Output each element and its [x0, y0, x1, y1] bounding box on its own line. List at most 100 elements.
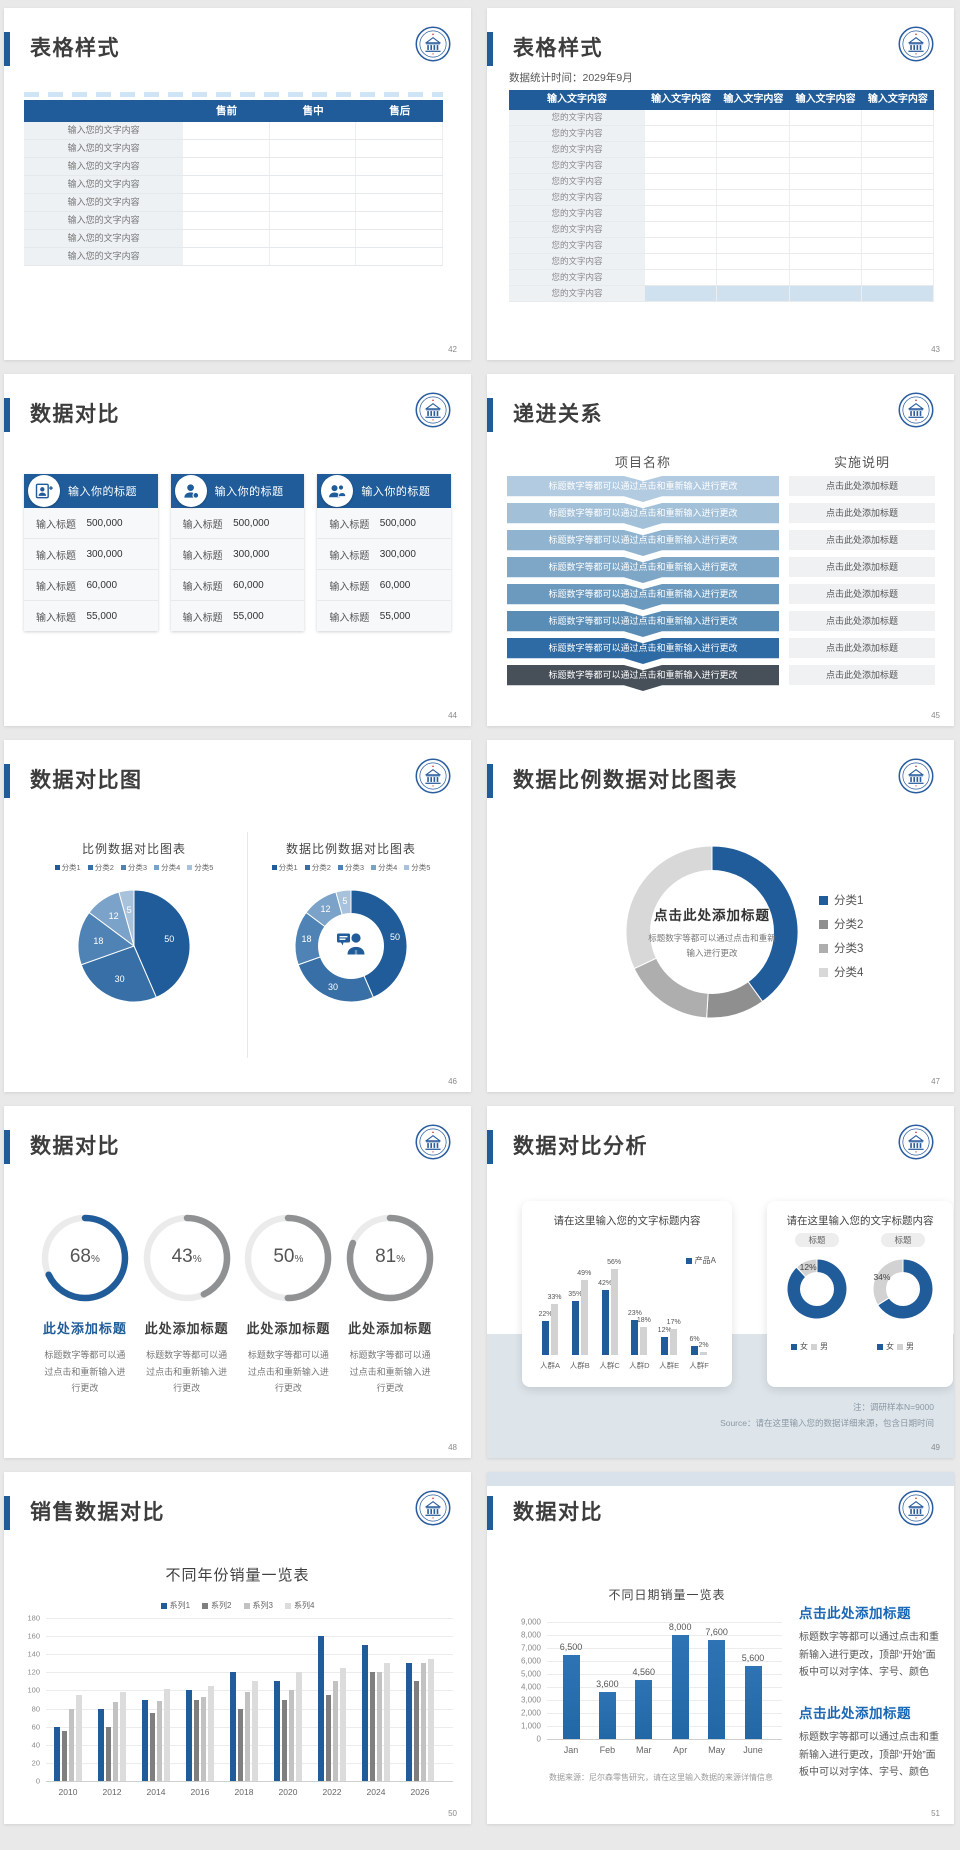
table-cell[interactable] — [645, 254, 718, 269]
table-cell[interactable] — [717, 222, 790, 237]
table-cell[interactable] — [183, 140, 270, 157]
slide-50-sales-compare[interactable]: 销售数据对比 不同年份销量一览表 系列1 系列2 系列3 系列4 2010 2012 2014… — [4, 1472, 471, 1824]
table-cell[interactable] — [645, 286, 718, 301]
table-cell[interactable] — [356, 158, 443, 175]
table-cell[interactable] — [789, 158, 862, 173]
table-cell[interactable] — [356, 230, 443, 247]
table-cell[interactable] — [789, 126, 862, 141]
table-cell[interactable] — [861, 174, 934, 189]
bar — [237, 1708, 244, 1781]
table-cell[interactable] — [356, 122, 443, 139]
table-cell[interactable] — [861, 254, 934, 269]
page-number: 42 — [448, 345, 457, 354]
table-cell[interactable] — [269, 194, 357, 211]
table-cell[interactable] — [645, 126, 718, 141]
table-cell[interactable] — [356, 248, 443, 265]
table-cell[interactable] — [269, 230, 357, 247]
table-cell[interactable] — [861, 222, 934, 237]
table-cell[interactable] — [645, 270, 718, 285]
x-axis-label: 人群B — [569, 1361, 590, 1370]
table-cell[interactable] — [269, 158, 357, 175]
table-cell[interactable] — [861, 126, 934, 141]
table-cell[interactable] — [269, 140, 357, 157]
slide-51-data-compare[interactable]: 数据对比 不同日期销量一览表 6,500 Jan 3,600 Feb 4,560 Mar 8,… — [487, 1472, 954, 1824]
slide-48-gauges[interactable]: 数据对比 68% 此处添加标题 标题数字等都可以通过点击和重新输入进行更改 43% 此处… — [4, 1106, 471, 1458]
column-header-implementation: 实施说明 — [833, 455, 890, 470]
progression-note: 点击此处添加标题 — [789, 665, 935, 685]
table-cell[interactable] — [356, 212, 443, 229]
table-cell[interactable] — [717, 126, 790, 141]
table-cell[interactable] — [269, 176, 357, 193]
table-cell[interactable] — [717, 270, 790, 285]
legend-item: 分类5 — [187, 862, 213, 873]
table-cell[interactable] — [861, 158, 934, 173]
table-cell[interactable] — [717, 190, 790, 205]
table-cell[interactable] — [789, 286, 862, 301]
slide-43-table-style[interactable]: 表格样式 数据统计时间：2029年9月 输入文字内容 输入文字内容 输入文字内容 输入… — [487, 8, 954, 360]
table-cell[interactable] — [645, 158, 718, 173]
table-cell[interactable] — [356, 140, 443, 157]
table-cell[interactable] — [861, 286, 934, 301]
table-cell[interactable] — [269, 248, 357, 265]
table-cell[interactable] — [645, 190, 718, 205]
table-cell[interactable] — [717, 238, 790, 253]
table-cell[interactable] — [789, 190, 862, 205]
table-cell[interactable] — [789, 142, 862, 157]
table-cell[interactable] — [645, 222, 718, 237]
row-label-cell: 您的文字内容 — [509, 222, 645, 237]
table-cell[interactable] — [269, 212, 357, 229]
table-cell[interactable] — [789, 222, 862, 237]
table-cell[interactable] — [717, 206, 790, 221]
stat-row: 输入标题 500,000 — [317, 508, 452, 539]
slide-47-big-donut[interactable]: 数据比例数据对比图表 点击此处添加标题 标题数字等都可以通过点击和重新输入进行更改… — [487, 740, 954, 1092]
table-cell[interactable] — [183, 122, 270, 139]
table-cell[interactable] — [717, 174, 790, 189]
slide-49-analysis[interactable]: 数据对比分析 请在这里输入您的文字标题内容 产品A 22% 33% 人群A 35% 49% 人… — [487, 1106, 954, 1458]
table-cell[interactable] — [645, 142, 718, 157]
table-cell[interactable] — [861, 142, 934, 157]
table-cell[interactable] — [183, 176, 270, 193]
table-cell[interactable] — [269, 122, 357, 139]
bar — [325, 1694, 332, 1781]
table-cell[interactable] — [717, 142, 790, 157]
table-cell[interactable] — [717, 158, 790, 173]
table-cell[interactable] — [789, 110, 862, 125]
table-cell[interactable] — [789, 174, 862, 189]
table-cell[interactable] — [789, 206, 862, 221]
table-cell[interactable] — [645, 174, 718, 189]
table-cell[interactable] — [717, 110, 790, 125]
table-cell[interactable] — [717, 286, 790, 301]
table-cell[interactable] — [861, 238, 934, 253]
title-accent-bar — [4, 764, 10, 798]
slide-46-pie-charts[interactable]: 数据对比图 比例数据对比图表 分类1 分类2 分类3 分类4 分类5 50 30 18 12 5 数据… — [4, 740, 471, 1092]
table-cell[interactable] — [183, 158, 270, 175]
table-cell[interactable] — [183, 194, 270, 211]
table-cell[interactable] — [789, 254, 862, 269]
page-number: 49 — [931, 1443, 940, 1452]
gauge-number: 68 — [69, 1246, 91, 1267]
table-cell[interactable] — [861, 270, 934, 285]
table-cell[interactable] — [645, 206, 718, 221]
table-cell[interactable] — [183, 212, 270, 229]
slide-42-table-style[interactable]: 表格样式 售前 售中 售后 输入您的文字内容 输入您的文字内容 输入您的文字内容 输入您的文… — [4, 8, 471, 360]
table-cell[interactable] — [183, 248, 270, 265]
simple-table: 售前 售中 售后 输入您的文字内容 输入您的文字内容 输入您的文字内容 输入您的文字内容 输入… — [24, 92, 443, 266]
slide-45-progression[interactable]: 递进关系 项目名称 实施说明 标题数字等都可以通过点击和重新输入进行更改 点击此处… — [487, 374, 954, 726]
table-cell[interactable] — [717, 254, 790, 269]
table-cell[interactable] — [356, 176, 443, 193]
gridline — [547, 1635, 782, 1636]
table-cell[interactable] — [789, 238, 862, 253]
table-cell[interactable] — [861, 190, 934, 205]
legend-swatch — [243, 1602, 250, 1609]
table-cell[interactable] — [645, 110, 718, 125]
table-cell[interactable] — [861, 110, 934, 125]
slide-44-data-compare-cards[interactable]: 数据对比 输入你的标题 输入标题 500,000 输入标题 300,000 输入标题 60,… — [4, 374, 471, 726]
table-cell[interactable] — [789, 270, 862, 285]
table-cell[interactable] — [861, 206, 934, 221]
table-cell[interactable] — [356, 194, 443, 211]
table-cell[interactable] — [183, 230, 270, 247]
university-emblem-icon — [415, 758, 451, 794]
legend-swatch — [819, 895, 828, 905]
gridline — [547, 1622, 782, 1623]
table-cell[interactable] — [645, 238, 718, 253]
